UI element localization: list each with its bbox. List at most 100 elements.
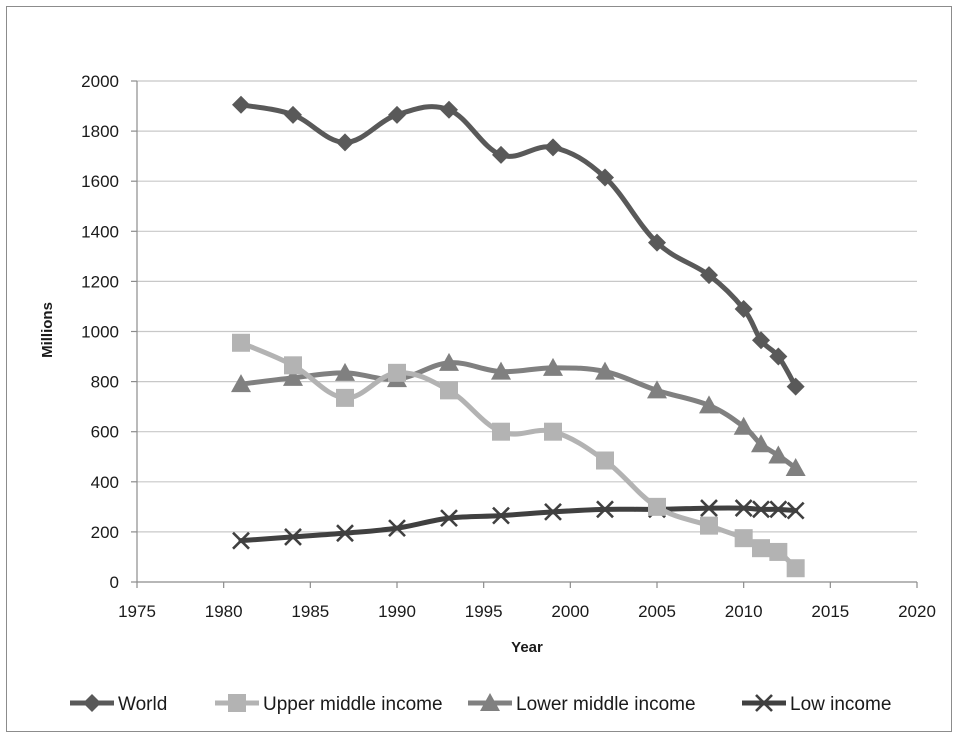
data-point-world [544, 138, 562, 157]
data-point-low-income [492, 506, 510, 525]
axes [131, 80, 918, 588]
data-point-low-income [440, 509, 458, 528]
data-point-upper-middle-income [336, 388, 354, 407]
data-point-upper-middle-income [544, 422, 562, 441]
y-axis-title: Millions [39, 302, 56, 358]
data-point-lower-middle-income [699, 395, 719, 414]
data-point-world [388, 105, 406, 124]
data-point-upper-middle-income [700, 516, 718, 535]
data-point-world [232, 95, 250, 114]
x-tick-label: 2010 [725, 602, 763, 621]
data-point-world [734, 299, 753, 318]
series-layer [231, 95, 806, 578]
data-point-lower-middle-income [647, 380, 667, 399]
series-upper-middle-income [232, 333, 805, 578]
data-point-low-income [734, 499, 753, 518]
series-line-lower-middle-income [238, 360, 799, 471]
data-point-lower-middle-income [231, 374, 251, 393]
data-point-upper-middle-income [388, 363, 406, 382]
legend-label-lower-middle-income: Lower middle income [516, 694, 696, 715]
data-point-lower-middle-income [335, 362, 355, 381]
legend: World Upper middle income Lower middle inc… [70, 693, 891, 715]
data-point-lower-middle-income [439, 352, 459, 371]
gridlines [137, 80, 917, 533]
legend-marker-low-income [755, 694, 773, 712]
legend-label-low-income: Low income [790, 694, 891, 715]
data-point-low-income [769, 500, 788, 519]
legend-label-world: World [118, 694, 167, 715]
data-point-world [752, 331, 770, 350]
data-point-low-income [752, 500, 770, 519]
data-point-low-income [700, 499, 718, 518]
series-line-world [238, 102, 799, 390]
data-point-lower-middle-income [733, 416, 754, 435]
data-point-low-income [786, 501, 805, 520]
data-point-upper-middle-income [440, 381, 458, 400]
legend-item-upper-middle-income: Upper middle income [215, 694, 443, 715]
series-lower-middle-income [231, 352, 806, 477]
data-point-low-income [232, 531, 250, 550]
legend-label-upper-middle-income: Upper middle income [263, 694, 443, 715]
series-world [232, 95, 805, 396]
data-point-world [786, 377, 805, 396]
data-point-world [440, 100, 458, 119]
data-point-upper-middle-income [769, 542, 788, 561]
data-point-lower-middle-income [595, 361, 615, 380]
data-point-upper-middle-income [232, 333, 250, 352]
x-axis-title: Year [511, 639, 543, 656]
data-point-lower-middle-income [768, 445, 789, 464]
data-point-lower-middle-income [751, 434, 771, 453]
tick-labels: 0 200 400 600 800 1000 1200 1400 1600 1800 2000 197… [81, 72, 936, 621]
data-point-world [596, 168, 614, 187]
x-tick-label: 2005 [638, 602, 676, 621]
data-point-low-income [284, 527, 302, 546]
data-point-upper-middle-income [734, 529, 753, 548]
data-point-upper-middle-income [284, 356, 302, 375]
legend-item-low-income: Low income [742, 694, 891, 715]
data-point-upper-middle-income [786, 559, 805, 578]
x-tick-label: 2015 [811, 602, 849, 621]
data-point-world [336, 133, 354, 152]
data-point-world [492, 145, 510, 164]
data-point-upper-middle-income [752, 539, 770, 558]
y-tick-label: 1800 [81, 122, 119, 141]
data-point-low-income [336, 524, 354, 543]
series-low-income [232, 499, 805, 550]
data-point-low-income [388, 519, 406, 538]
y-tick-label: 400 [91, 473, 119, 492]
legend-marker-lower-middle-income [480, 693, 500, 711]
y-tick-label: 200 [91, 523, 119, 542]
y-tick-label: 2000 [81, 72, 119, 91]
x-tick-label: 1995 [465, 602, 503, 621]
data-point-low-income [544, 502, 562, 521]
legend-marker-world [83, 694, 101, 712]
data-point-lower-middle-income [491, 361, 511, 380]
data-point-lower-middle-income [543, 357, 563, 376]
y-tick-label: 800 [91, 373, 119, 392]
x-tick-label: 2020 [898, 602, 936, 621]
data-point-upper-middle-income [596, 451, 614, 470]
data-point-world [648, 233, 666, 252]
x-tick-label: 1985 [291, 602, 329, 621]
x-tick-label: 2000 [551, 602, 589, 621]
y-tick-label: 1000 [81, 323, 119, 342]
legend-item-lower-middle-income: Lower middle income [468, 693, 696, 715]
data-point-upper-middle-income [648, 497, 666, 516]
y-tick-label: 1400 [81, 222, 119, 241]
y-tick-label: 1200 [81, 272, 119, 291]
legend-item-world: World [70, 694, 167, 715]
x-tick-label: 1980 [205, 602, 243, 621]
data-point-lower-middle-income [283, 367, 303, 386]
data-point-world [700, 266, 718, 285]
y-tick-label: 600 [91, 423, 119, 442]
data-point-world [769, 347, 788, 366]
legend-marker-upper-middle-income [228, 694, 246, 712]
data-point-lower-middle-income [785, 458, 806, 477]
x-tick-label: 1975 [118, 602, 156, 621]
data-point-world [284, 105, 302, 124]
y-tick-label: 1600 [81, 172, 119, 191]
y-tick-label: 0 [110, 573, 119, 592]
data-point-low-income [596, 500, 614, 519]
x-tick-label: 1990 [378, 602, 416, 621]
